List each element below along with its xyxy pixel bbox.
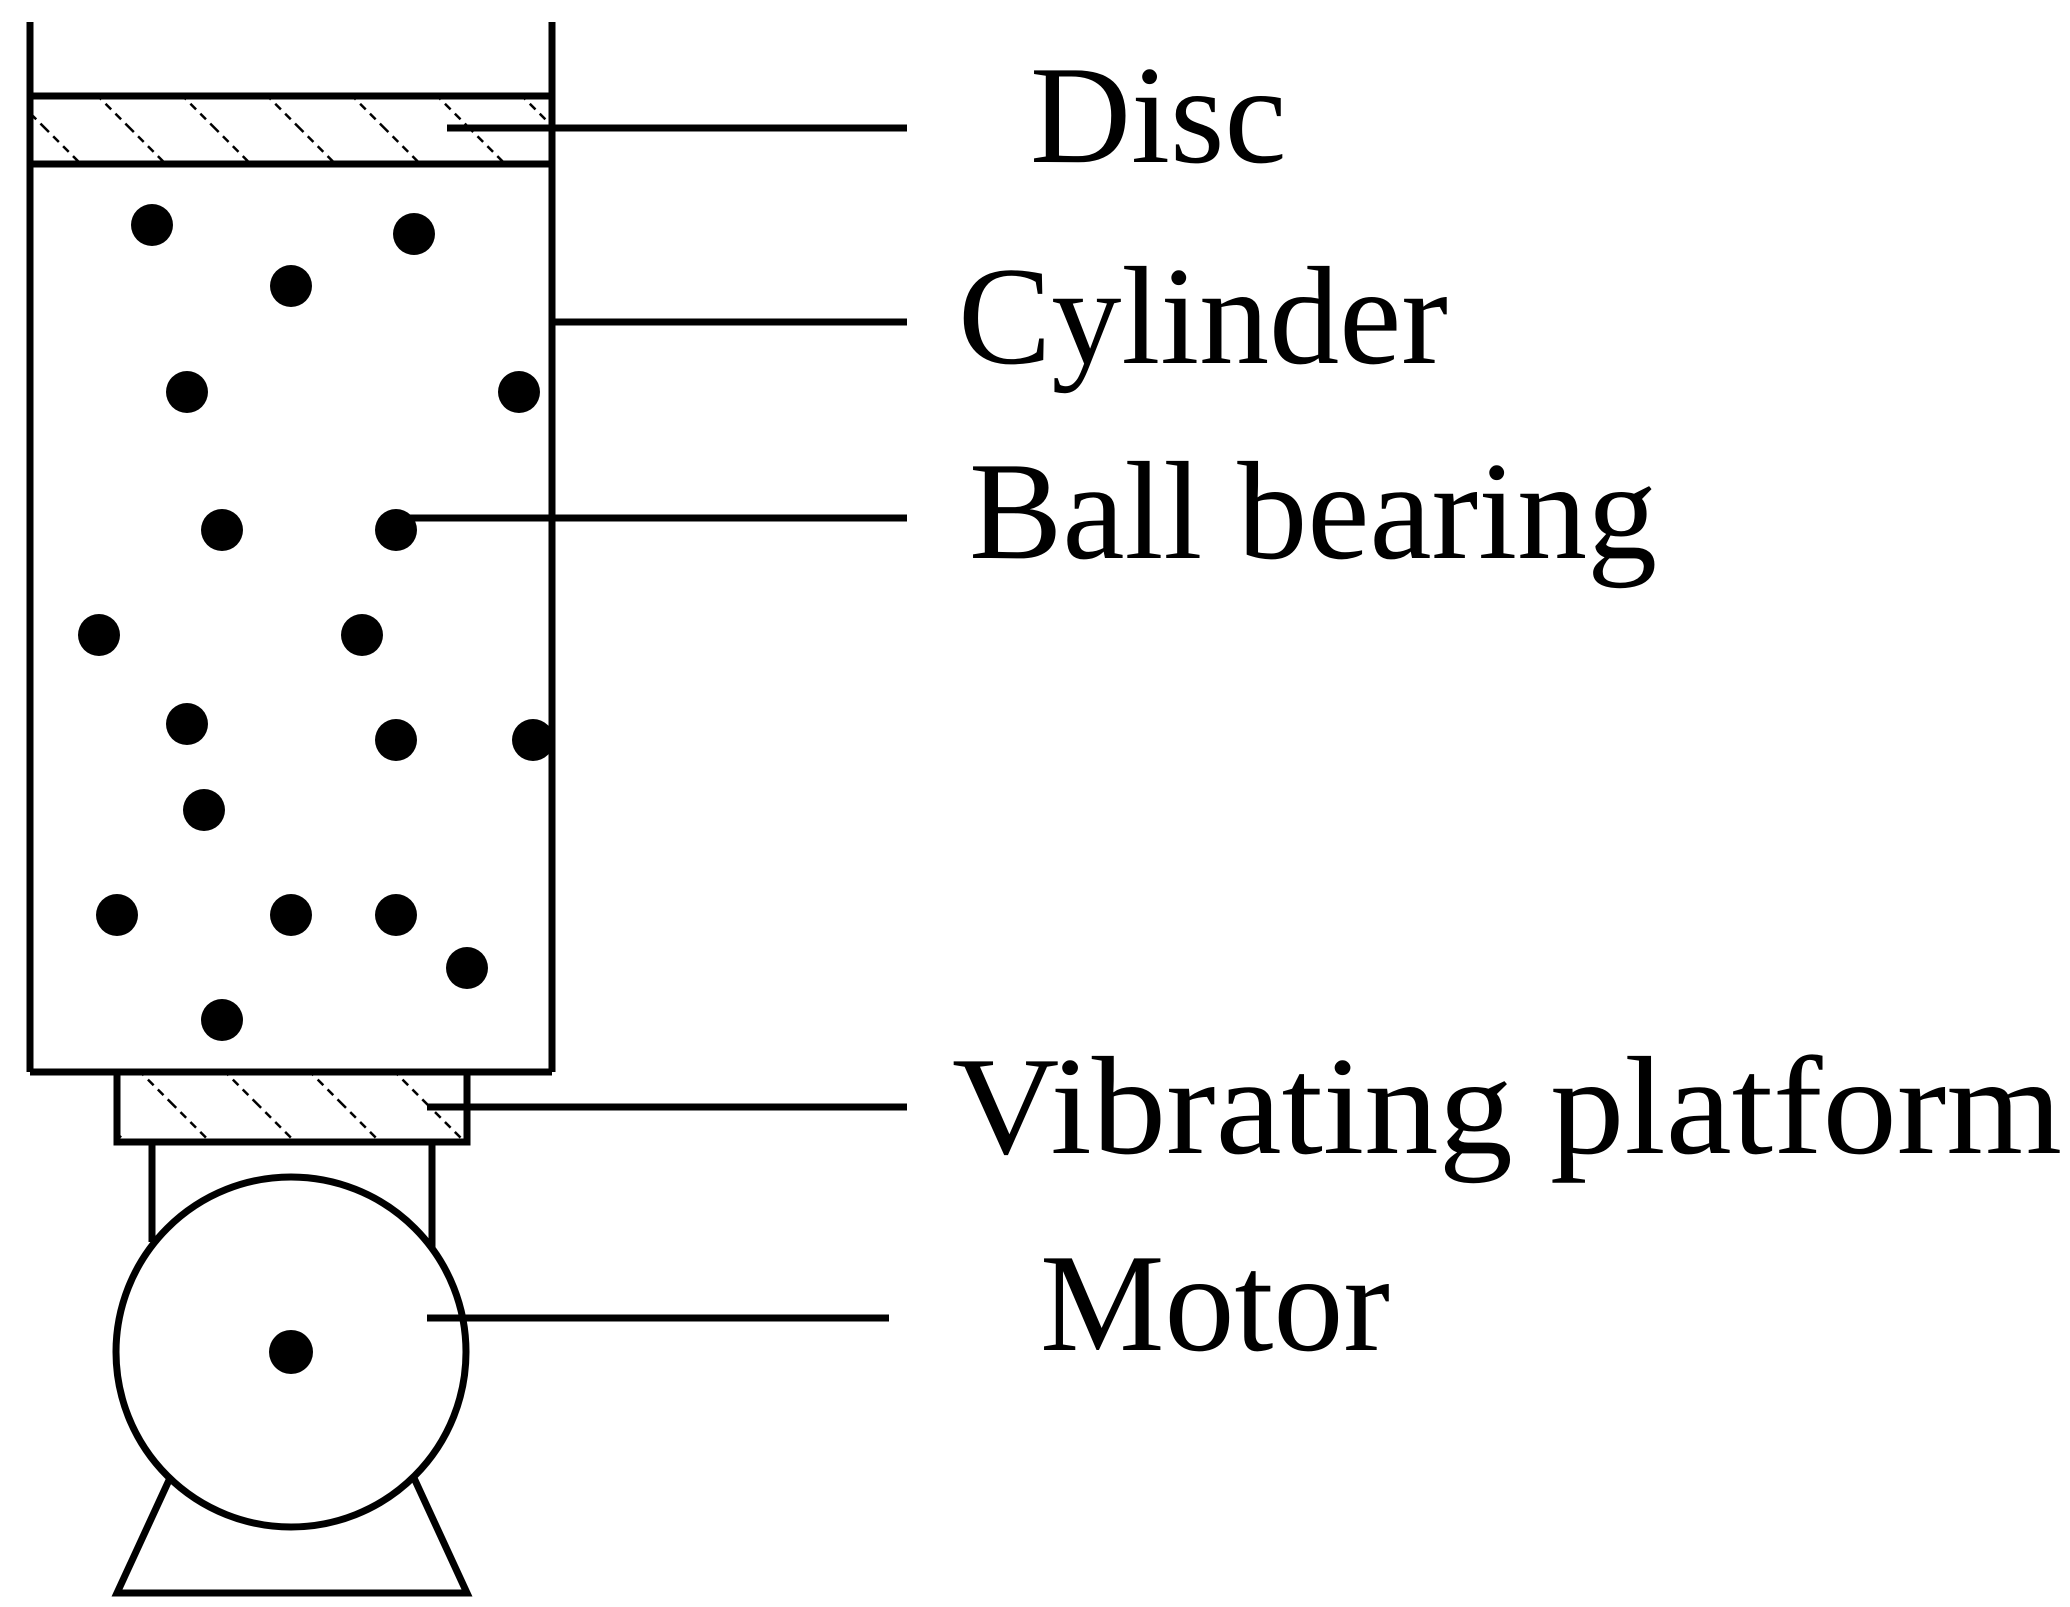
disc-label: Disc [1030, 38, 1287, 193]
ball-bearing [131, 204, 173, 246]
ball-bearing [201, 509, 243, 551]
vibrating-platform-label: Vibrating platform [952, 1029, 2062, 1184]
ball-bearing [201, 999, 243, 1041]
ball-bearing [498, 371, 540, 413]
ball-bearing [375, 894, 417, 936]
ball-bearing [96, 894, 138, 936]
vibrating-platform [113, 1068, 471, 1146]
ball-bearing [270, 894, 312, 936]
ball-bearing [375, 719, 417, 761]
ball-bearing [183, 789, 225, 831]
cylinder-label: Cylinder [958, 239, 1448, 394]
motor-supports [148, 1142, 436, 1252]
motor-label: Motor [1040, 1226, 1390, 1381]
ball-bearing [446, 947, 488, 989]
ball-bearing [166, 703, 208, 745]
ball-bearing [166, 371, 208, 413]
ball-bearing-label: Ball bearing [969, 434, 1657, 589]
ball-bearing [341, 614, 383, 656]
ball-bearing [270, 265, 312, 307]
ball-bearing [78, 614, 120, 656]
ball-bearing [512, 719, 554, 761]
ball-bearing [393, 213, 435, 255]
motor-shaft [269, 1330, 313, 1374]
leader-lines [396, 124, 907, 1322]
ball-bearings [78, 204, 554, 1041]
